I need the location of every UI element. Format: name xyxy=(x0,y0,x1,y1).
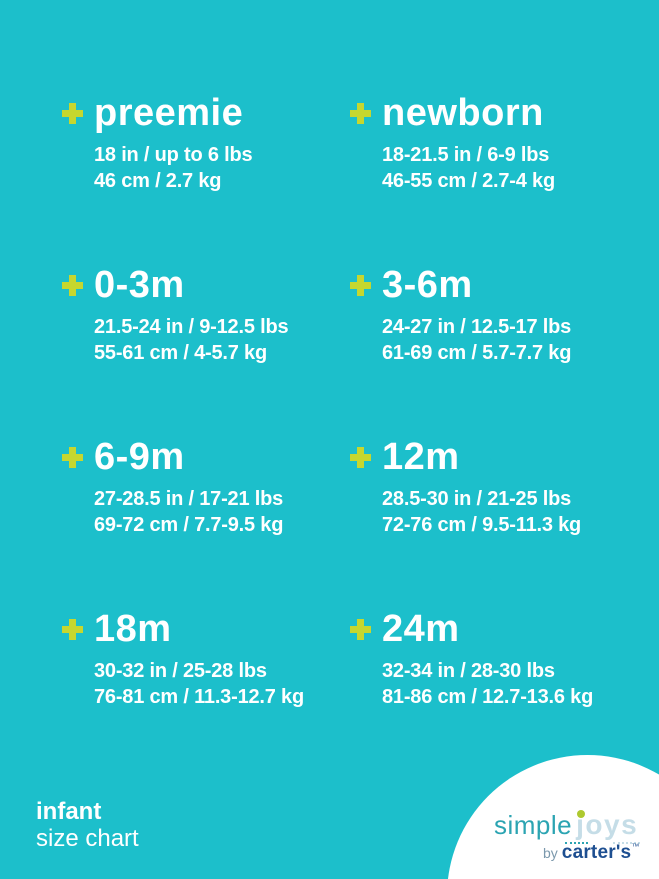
size-metric: 61-69 cm / 5.7-7.7 kg xyxy=(382,342,572,364)
brand-logo-wordmark: simple joys xyxy=(494,809,639,840)
size-imperial: 18-21.5 in / 6-9 lbs xyxy=(382,144,550,166)
logo-dotted-underline xyxy=(565,831,640,849)
logo-joys-text: joys xyxy=(576,809,639,840)
size-imperial: 30-32 in / 25-28 lbs xyxy=(94,660,267,682)
size-imperial: 21.5-24 in / 9-12.5 lbs xyxy=(94,316,289,338)
size-block-newborn: newborn 18-21.5 in / 6-9 lbs 46-55 cm / … xyxy=(350,94,610,266)
size-label: 18m xyxy=(94,608,172,650)
size-block-18m: 18m 30-32 in / 25-28 lbs 76-81 cm / 11.3… xyxy=(62,610,350,782)
size-label: 6-9m xyxy=(94,436,185,478)
size-block-3-6m: 3-6m 24-27 in / 12.5-17 lbs 61-69 cm / 5… xyxy=(350,266,610,438)
size-metric: 76-81 cm / 11.3-12.7 kg xyxy=(94,686,304,708)
chart-title-size-chart: size chart xyxy=(36,825,139,852)
joys-green-dot-icon xyxy=(577,810,586,818)
size-label: preemie xyxy=(94,92,244,134)
size-info: 12m 28.5-30 in / 21-25 lbs 72-76 cm / 9.… xyxy=(382,438,581,538)
size-metric: 69-72 cm / 7.7-9.5 kg xyxy=(94,514,284,536)
plus-icon xyxy=(350,619,371,640)
plus-icon xyxy=(350,275,371,296)
size-info: 24m 32-34 in / 28-30 lbs 81-86 cm / 12.7… xyxy=(382,610,593,710)
size-label: 12m xyxy=(382,436,460,478)
size-label: 24m xyxy=(382,608,460,650)
size-info: preemie 18 in / up to 6 lbs 46 cm / 2.7 … xyxy=(94,92,253,194)
dotted-underline-blue xyxy=(613,841,640,844)
logo-trademark: ™ xyxy=(631,842,640,851)
size-block-12m: 12m 28.5-30 in / 21-25 lbs 72-76 cm / 9.… xyxy=(350,438,610,610)
chart-title: infant size chart xyxy=(36,799,139,852)
size-info: 18m 30-32 in / 25-28 lbs 76-81 cm / 11.3… xyxy=(94,610,304,710)
chart-title-infant: infant xyxy=(36,798,102,825)
size-grid: preemie 18 in / up to 6 lbs 46 cm / 2.7 … xyxy=(62,94,610,782)
size-block-24m: 24m 32-34 in / 28-30 lbs 81-86 cm / 12.7… xyxy=(350,610,610,782)
size-metric: 46 cm / 2.7 kg xyxy=(94,170,222,192)
logo-simple-text: simple xyxy=(494,810,573,840)
plus-icon xyxy=(350,447,371,468)
logo-joys-wrap: joys xyxy=(576,809,639,840)
size-info: 6-9m 27-28.5 in / 17-21 lbs 69-72 cm / 7… xyxy=(94,438,283,538)
size-label: newborn xyxy=(382,92,544,134)
size-block-preemie: preemie 18 in / up to 6 lbs 46 cm / 2.7 … xyxy=(62,94,350,266)
size-imperial: 32-34 in / 28-30 lbs xyxy=(382,660,555,682)
size-label: 3-6m xyxy=(382,264,473,306)
size-metric: 72-76 cm / 9.5-11.3 kg xyxy=(382,514,582,536)
logo-by-text: by xyxy=(543,845,558,861)
size-block-6-9m: 6-9m 27-28.5 in / 17-21 lbs 69-72 cm / 7… xyxy=(62,438,350,610)
size-info: 3-6m 24-27 in / 12.5-17 lbs 61-69 cm / 5… xyxy=(382,266,571,366)
plus-icon xyxy=(62,447,83,468)
logo-carters-text: carter's xyxy=(561,842,632,863)
plus-icon xyxy=(62,619,83,640)
size-block-0-3m: 0-3m 21.5-24 in / 9-12.5 lbs 55-61 cm / … xyxy=(62,266,350,438)
plus-icon xyxy=(62,103,83,124)
size-metric: 55-61 cm / 4-5.7 kg xyxy=(94,342,267,364)
size-imperial: 24-27 in / 12.5-17 lbs xyxy=(382,316,572,338)
size-imperial: 28.5-30 in / 21-25 lbs xyxy=(382,488,572,510)
size-info: 0-3m 21.5-24 in / 9-12.5 lbs 55-61 cm / … xyxy=(94,264,289,366)
brand-logo-circle: simple joys by carter's™ xyxy=(447,755,659,879)
dotted-underline-teal xyxy=(565,841,588,844)
plus-icon xyxy=(62,275,83,296)
size-imperial: 18 in / up to 6 lbs xyxy=(94,144,253,166)
size-imperial: 27-28.5 in / 17-21 lbs xyxy=(94,488,284,510)
size-label: 0-3m xyxy=(94,264,185,306)
size-info: newborn 18-21.5 in / 6-9 lbs 46-55 cm / … xyxy=(382,94,555,194)
logo-byline: by carter's™ xyxy=(543,836,639,865)
size-metric: 81-86 cm / 12.7-13.6 kg xyxy=(382,686,594,708)
plus-icon xyxy=(350,103,371,124)
size-metric: 46-55 cm / 2.7-4 kg xyxy=(382,170,555,192)
